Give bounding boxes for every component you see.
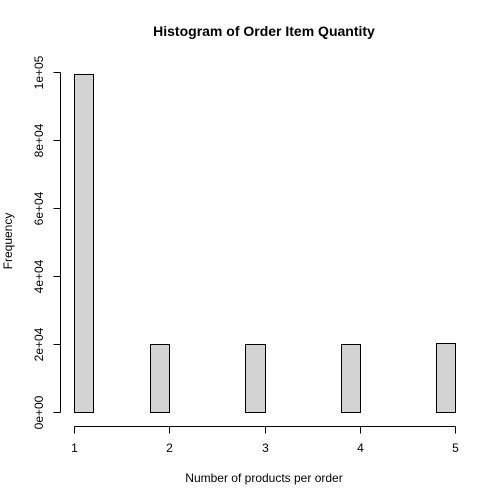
x-tick-label-1: 1 — [71, 441, 78, 455]
histogram-bar-5 — [150, 344, 170, 413]
chart-title: Histogram of Order Item Quantity — [153, 23, 375, 39]
y-tick-label-6: 1e+05 — [32, 55, 46, 89]
x-tick-label-5: 5 — [452, 441, 459, 455]
y-tick-label-5: 8e+04 — [32, 123, 46, 157]
y-tick-label-3: 4e+04 — [32, 259, 46, 293]
histogram-bar-20 — [436, 343, 456, 413]
histogram-bar-10 — [245, 344, 266, 413]
y-axis-label: Frequency — [1, 213, 15, 270]
histogram-bar-15 — [341, 344, 361, 413]
y-tick-label-1: 0e+00 — [32, 395, 46, 429]
x-axis: 1 2 3 4 5 — [71, 426, 459, 455]
x-tick-label-4: 4 — [357, 441, 364, 455]
x-axis-label: Number of products per order — [185, 471, 342, 485]
histogram-bar-1 — [74, 74, 94, 413]
x-tick-label-2: 2 — [166, 441, 173, 455]
y-axis: 0e+00 2e+04 4e+04 6e+04 8e+04 1e+05 — [32, 55, 61, 429]
y-tick-label-4: 6e+04 — [32, 191, 46, 225]
y-tick-label-2: 2e+04 — [32, 327, 46, 361]
bars-layer — [74, 74, 456, 413]
x-tick-label-3: 3 — [262, 441, 269, 455]
